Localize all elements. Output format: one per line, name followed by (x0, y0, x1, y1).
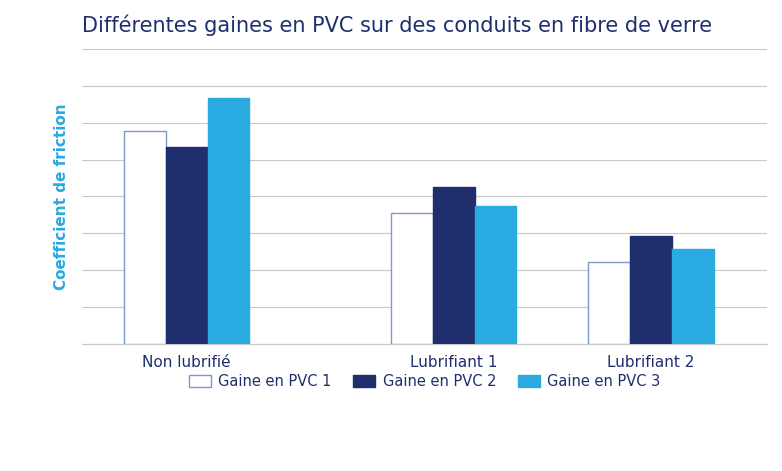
Bar (166, 147, 208, 344)
Bar (588, 262, 630, 344)
Bar (475, 206, 516, 344)
Bar (391, 213, 432, 344)
Text: Différentes gaines en PVC sur des conduits en fibre de verre: Différentes gaines en PVC sur des condui… (82, 15, 712, 36)
Bar (208, 98, 249, 344)
Legend: Gaine en PVC 1, Gaine en PVC 2, Gaine en PVC 3: Gaine en PVC 1, Gaine en PVC 2, Gaine en… (183, 369, 666, 395)
Bar (630, 236, 672, 344)
Bar (672, 249, 714, 344)
Bar (124, 131, 166, 344)
Y-axis label: Coefficient de friction: Coefficient de friction (54, 103, 69, 290)
Bar (432, 187, 475, 344)
